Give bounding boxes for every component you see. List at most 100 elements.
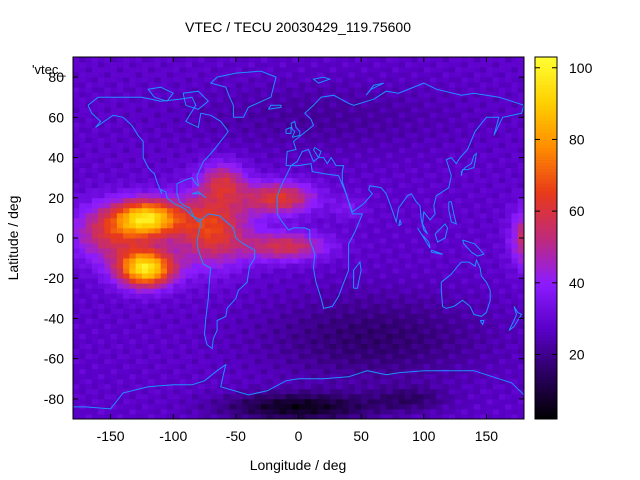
heatmap-cell xyxy=(79,268,86,274)
heatmap-cell xyxy=(285,137,293,143)
heatmap-cell xyxy=(473,303,481,309)
heatmap-cell xyxy=(110,117,118,123)
heatmap-cell xyxy=(323,137,331,143)
heatmap-cell xyxy=(223,388,230,395)
heatmap-cell xyxy=(141,253,149,259)
heatmap-cell xyxy=(260,202,268,209)
heatmap-cell xyxy=(141,333,149,339)
heatmap-cell xyxy=(204,258,212,264)
heatmap-cell xyxy=(329,177,337,184)
heatmap-cell xyxy=(417,57,425,63)
heatmap-cell xyxy=(273,293,281,299)
heatmap-cell xyxy=(461,122,469,128)
heatmap-cell xyxy=(480,268,487,274)
heatmap-cell xyxy=(73,343,80,350)
heatmap-cell xyxy=(361,202,368,209)
heatmap-cell xyxy=(260,373,268,380)
heatmap-cell xyxy=(461,348,469,355)
heatmap-cell xyxy=(110,87,118,93)
heatmap-cell xyxy=(204,187,212,194)
heatmap-cell xyxy=(273,142,281,148)
heatmap-cell xyxy=(267,222,274,229)
heatmap-cell xyxy=(298,303,306,309)
heatmap-cell xyxy=(423,72,431,78)
heatmap-cell xyxy=(273,388,281,395)
heatmap-cell xyxy=(73,122,80,128)
heatmap-cell xyxy=(123,348,130,355)
heatmap-cell xyxy=(217,323,224,329)
heatmap-cell xyxy=(98,212,105,219)
heatmap-cell xyxy=(411,77,418,83)
heatmap-cell xyxy=(367,187,375,194)
heatmap-cell xyxy=(373,197,381,204)
heatmap-cell xyxy=(417,117,425,123)
heatmap-cell xyxy=(348,403,356,410)
heatmap-cell xyxy=(448,127,456,133)
heatmap-cell xyxy=(192,152,199,158)
heatmap-cell xyxy=(373,112,381,118)
heatmap-cell xyxy=(436,167,443,174)
heatmap-cell xyxy=(104,368,111,375)
heatmap-cell xyxy=(267,348,274,355)
heatmap-cell xyxy=(311,112,318,118)
heatmap-cell xyxy=(154,338,162,344)
heatmap-cell xyxy=(404,227,412,234)
heatmap-cell xyxy=(455,162,462,169)
heatmap-cell xyxy=(392,182,400,189)
heatmap-cell xyxy=(480,132,487,138)
heatmap-cell xyxy=(179,343,187,350)
heatmap-cell xyxy=(492,273,500,279)
heatmap-cell xyxy=(367,313,375,319)
heatmap-cell xyxy=(260,227,268,234)
heatmap-cell xyxy=(398,388,406,395)
heatmap-cell xyxy=(354,137,362,143)
heatmap-cell xyxy=(448,293,456,299)
heatmap-cell xyxy=(480,102,487,108)
heatmap-cell xyxy=(323,72,331,78)
heatmap-cell xyxy=(154,67,162,73)
heatmap-cell xyxy=(317,318,324,324)
heatmap-cell xyxy=(135,172,143,179)
heatmap-cell xyxy=(492,253,500,259)
heatmap-cell xyxy=(185,107,193,113)
heatmap-cell xyxy=(110,323,118,329)
heatmap-cell xyxy=(123,258,130,264)
heatmap-cell xyxy=(486,303,494,309)
heatmap-cell xyxy=(317,303,324,309)
heatmap-cell xyxy=(404,333,412,339)
heatmap-cell xyxy=(141,378,149,385)
heatmap-cell xyxy=(104,222,111,229)
heatmap-cell xyxy=(148,258,155,264)
heatmap-cell xyxy=(455,202,462,209)
heatmap-cell xyxy=(354,348,362,355)
heatmap-cell xyxy=(148,67,155,73)
heatmap-cell xyxy=(166,102,174,108)
heatmap-cell xyxy=(473,273,481,279)
heatmap-cell xyxy=(91,278,99,284)
heatmap-cell xyxy=(166,268,174,274)
heatmap-cell xyxy=(505,308,512,314)
heatmap-cell xyxy=(473,207,481,214)
heatmap-cell xyxy=(98,162,105,169)
heatmap-cell xyxy=(154,313,162,319)
heatmap-cell xyxy=(311,393,318,400)
heatmap-cell xyxy=(342,263,350,269)
heatmap-cell xyxy=(304,72,312,78)
heatmap-cell xyxy=(185,207,193,214)
heatmap-cell xyxy=(423,87,431,93)
heatmap-cell xyxy=(204,398,212,405)
heatmap-cell xyxy=(486,398,494,405)
heatmap-cell xyxy=(79,62,86,68)
heatmap-cell xyxy=(267,152,274,158)
heatmap-cell xyxy=(279,217,287,224)
heatmap-cell xyxy=(254,57,262,63)
heatmap-cell xyxy=(329,283,337,289)
heatmap-cell xyxy=(154,318,162,324)
heatmap-cell xyxy=(354,403,362,410)
heatmap-cell xyxy=(98,177,105,184)
heatmap-cell xyxy=(348,202,356,209)
heatmap-cell xyxy=(229,142,237,148)
heatmap-cell xyxy=(123,142,130,148)
heatmap-cell xyxy=(442,238,450,244)
heatmap-cell xyxy=(436,217,443,224)
